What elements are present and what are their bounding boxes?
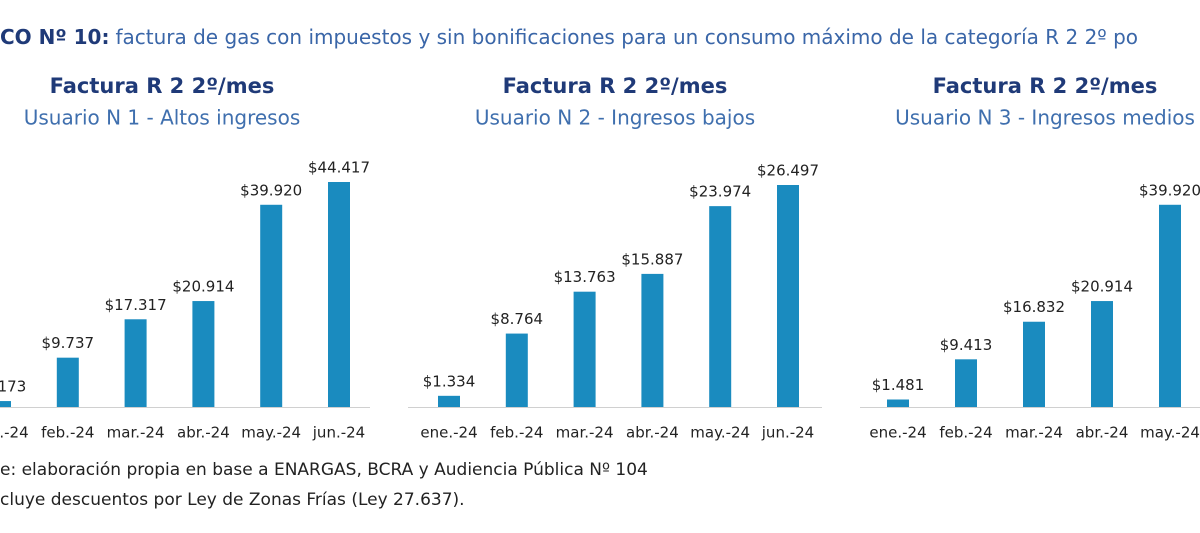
value-label: $20.914 bbox=[1071, 278, 1133, 296]
x-tick-label: ene.-24 bbox=[869, 424, 926, 442]
value-label: $1.481 bbox=[872, 376, 925, 394]
value-label: $20.914 bbox=[172, 278, 234, 296]
value-label: $16.832 bbox=[1003, 298, 1065, 316]
x-tick-label: may.-24 bbox=[241, 424, 301, 442]
bar bbox=[56, 357, 79, 407]
chart-title: Factura R 2 2º/mes bbox=[933, 74, 1158, 98]
bar bbox=[192, 301, 215, 407]
chart-title: Factura R 2 2º/mes bbox=[50, 74, 275, 98]
bar bbox=[0, 401, 11, 407]
value-label: $13.763 bbox=[554, 268, 616, 286]
value-label: $15.887 bbox=[621, 250, 683, 268]
chart-subtitle: Usuario N 1 - Altos ingresos bbox=[24, 106, 301, 130]
bar bbox=[1091, 301, 1113, 407]
x-tick-label: mar.-24 bbox=[556, 424, 614, 442]
x-tick-label: feb.-24 bbox=[41, 424, 94, 442]
bar bbox=[955, 359, 977, 407]
x-tick-label: ene.-24 bbox=[420, 424, 477, 442]
bar bbox=[641, 273, 664, 407]
chart-subtitle: Usuario N 2 - Ingresos bajos bbox=[475, 106, 755, 130]
bar bbox=[438, 395, 460, 407]
chart-title: Factura R 2 2º/mes bbox=[503, 74, 728, 98]
bar bbox=[1023, 321, 1045, 407]
x-tick-label: may.-24 bbox=[690, 424, 750, 442]
value-label: $17.317 bbox=[105, 296, 167, 314]
bar bbox=[777, 185, 799, 407]
bar bbox=[124, 319, 147, 407]
x-tick-label: mar.-24 bbox=[1005, 424, 1063, 442]
value-label: $8.764 bbox=[491, 310, 544, 328]
value-label: $23.974 bbox=[689, 183, 751, 201]
bar bbox=[887, 399, 909, 407]
x-tick-label: mar.-24 bbox=[107, 424, 165, 442]
chart-subtitle: Usuario N 3 - Ingresos medios bbox=[895, 106, 1195, 130]
footnote: e: elaboración propia en base a ENARGAS,… bbox=[0, 460, 648, 480]
value-label: $1.173 bbox=[0, 378, 26, 396]
x-tick-label: feb.-24 bbox=[490, 424, 543, 442]
footnote: cluye descuentos por Ley de Zonas Frías … bbox=[0, 490, 465, 510]
x-tick-label: abr.-24 bbox=[177, 424, 230, 442]
bar bbox=[573, 291, 596, 407]
x-tick-label: jun.-24 bbox=[761, 424, 814, 442]
value-label: $44.417 bbox=[308, 159, 370, 177]
value-label: $39.920 bbox=[1139, 181, 1200, 199]
x-tick-label: ene.-24 bbox=[0, 424, 29, 442]
bar bbox=[1159, 204, 1181, 407]
value-label: $1.334 bbox=[423, 372, 476, 390]
x-tick-label: abr.-24 bbox=[626, 424, 679, 442]
value-label: $9.737 bbox=[42, 334, 95, 352]
value-label: $39.920 bbox=[240, 181, 302, 199]
header-label: CO Nº 10: bbox=[0, 25, 109, 49]
header: CO Nº 10: factura de gas con impuestos y … bbox=[0, 25, 1138, 49]
value-label: $9.413 bbox=[940, 336, 993, 354]
value-label: $26.497 bbox=[757, 162, 819, 180]
x-tick-label: jun.-24 bbox=[312, 424, 365, 442]
bar bbox=[709, 206, 732, 407]
x-tick-label: feb.-24 bbox=[939, 424, 992, 442]
x-tick-label: may.-24 bbox=[1140, 424, 1200, 442]
bar bbox=[260, 204, 283, 407]
x-tick-label: abr.-24 bbox=[1076, 424, 1129, 442]
bar bbox=[328, 182, 350, 407]
header-text: factura de gas con impuestos y sin bonif… bbox=[115, 25, 1138, 49]
bar bbox=[505, 333, 528, 407]
